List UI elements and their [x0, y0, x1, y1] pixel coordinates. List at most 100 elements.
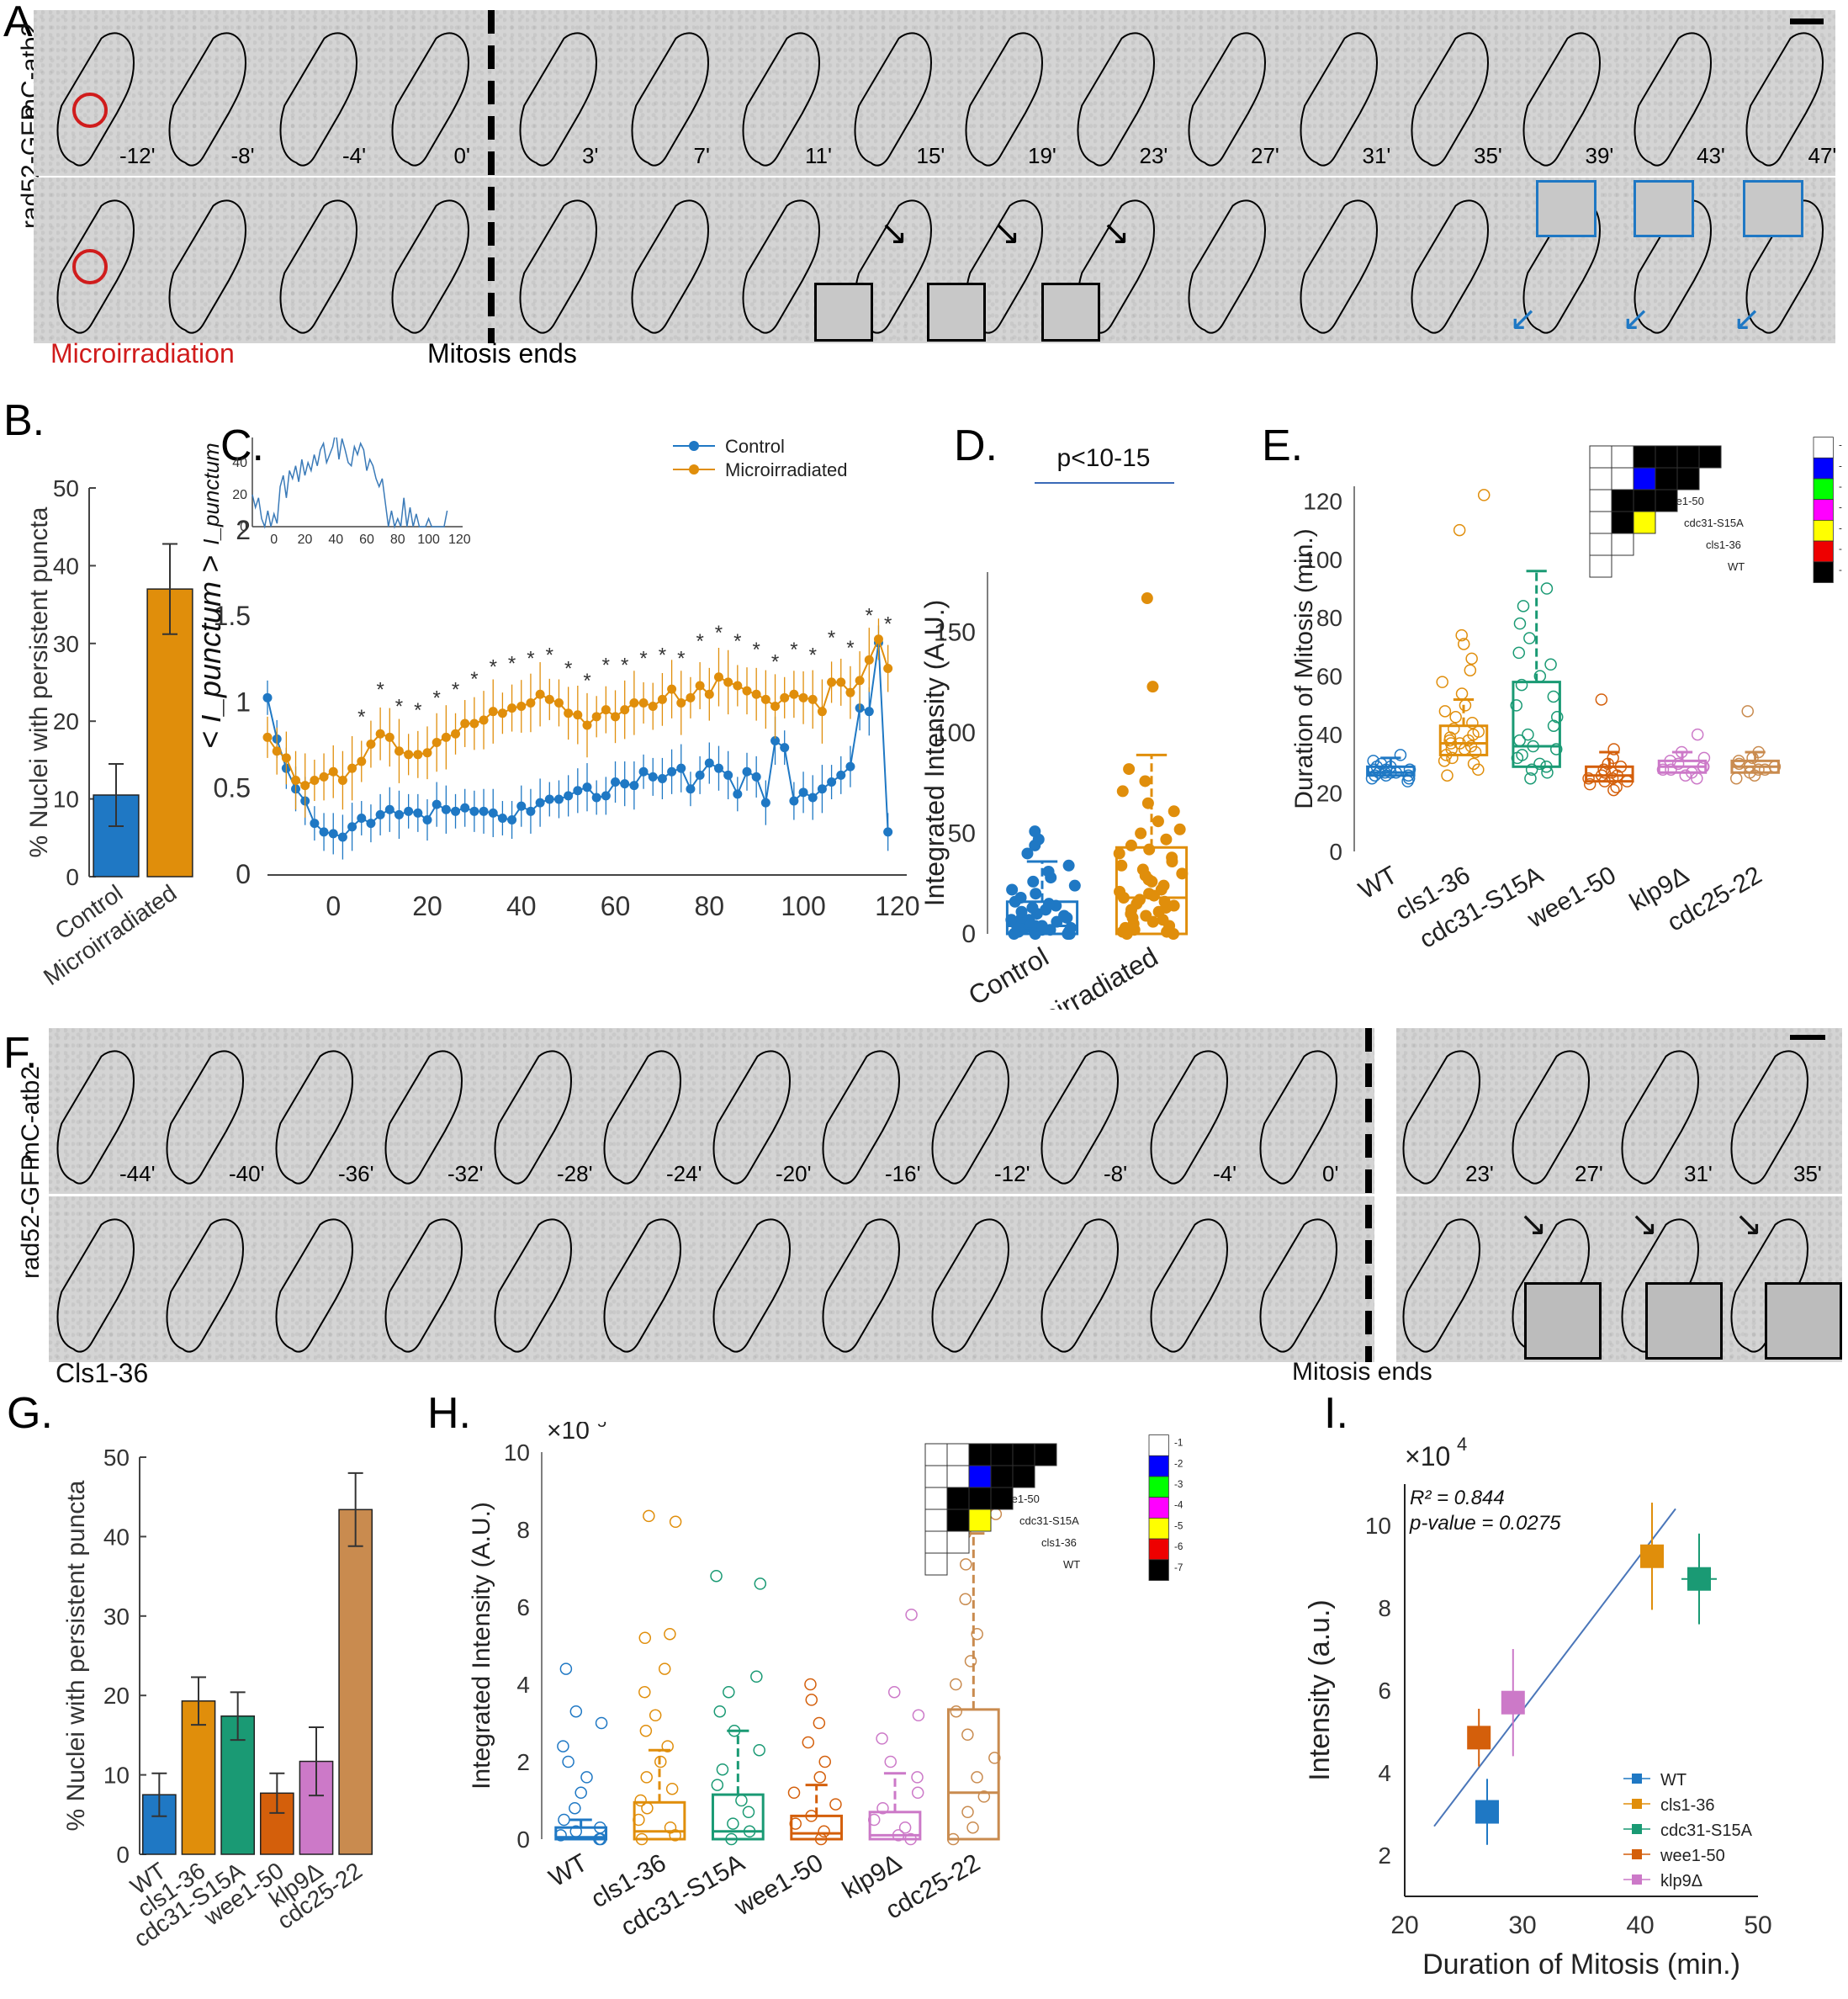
colorbar-label: -4 [1174, 1500, 1183, 1511]
data-point [573, 710, 583, 720]
data-point [989, 1508, 1003, 1520]
microscopy-cell [160, 1213, 252, 1360]
significance-star: * [733, 630, 741, 653]
data-point [864, 707, 874, 717]
data-point [1697, 751, 1711, 765]
cell-outline [1259, 1050, 1338, 1185]
microscopy-cell [513, 194, 606, 342]
data-point [580, 1771, 593, 1784]
data-point [760, 798, 770, 808]
data-point [1464, 664, 1477, 676]
data-point [802, 1736, 815, 1749]
time-label: 43' [1697, 143, 1725, 168]
microscopy-cell [50, 1045, 143, 1192]
data-point [1113, 847, 1125, 860]
data-point [1671, 757, 1685, 771]
cell-outline [56, 1218, 135, 1353]
microscopy-cell [736, 194, 829, 342]
microscopy-cell [379, 1213, 471, 1360]
inset-y-tick-label: 60 [232, 437, 247, 438]
legend-label: wee1-50 [1660, 1847, 1725, 1865]
data-point [634, 1794, 647, 1807]
colorbar-label: -3 [1839, 481, 1842, 492]
data-point [988, 1752, 1001, 1764]
data-point [641, 1801, 654, 1815]
time-label: -4' [342, 143, 367, 168]
data-point [319, 827, 329, 837]
data-point [798, 787, 808, 798]
data-point [966, 1821, 979, 1834]
y-tick-label: 6 [1378, 1678, 1391, 1704]
data-point [1146, 681, 1159, 693]
data-point [1064, 921, 1077, 934]
microscopy-cell [959, 27, 1051, 174]
y-tick-label: 100 [934, 719, 976, 747]
data-point [1168, 899, 1180, 912]
cell-outline [1300, 199, 1378, 334]
data-point [1135, 827, 1147, 840]
data-point [817, 784, 827, 794]
time-label: 3' [582, 143, 599, 168]
panel-f-mitosis-divider [1365, 1028, 1372, 1362]
data-point [686, 692, 696, 703]
data-point [657, 694, 667, 704]
matrix-cell [1611, 489, 1634, 512]
data-point [804, 1678, 817, 1691]
x-tick-label: 40 [506, 891, 537, 921]
x-tick-label: 20 [412, 891, 442, 921]
colorbar-label: -3 [1174, 1479, 1183, 1490]
data-point [798, 692, 808, 703]
data-point [479, 806, 489, 816]
y-tick-label: 0 [1329, 839, 1342, 865]
data-point [1115, 859, 1128, 872]
cell-outline [931, 1218, 1010, 1353]
cell-outline [391, 199, 469, 334]
data-point [1123, 763, 1136, 776]
time-label: 27' [1575, 1161, 1603, 1186]
cell-outline [519, 199, 598, 334]
cell-outline [854, 32, 932, 167]
cell-outline [279, 32, 358, 167]
matrix-cell [1012, 1443, 1035, 1466]
panel-g-chart: 01020304050WTcls1-36cdc31-S15Awee1-50klp… [62, 1445, 373, 1952]
legend-label: WT [1660, 1771, 1686, 1790]
microscopy-cell [1506, 1045, 1598, 1192]
data-point [559, 1662, 573, 1675]
microscopy-cell [625, 194, 717, 342]
data-point [733, 789, 743, 799]
data-point [404, 750, 414, 760]
microscopy-cell [925, 1213, 1018, 1360]
data-point [827, 677, 837, 687]
data-point [713, 672, 723, 682]
data-point [667, 684, 677, 694]
y-tick-label: 6 [516, 1594, 530, 1620]
data-point [1030, 888, 1042, 900]
microscopy-cell [273, 194, 366, 342]
data-point [553, 794, 564, 804]
matrix-cell [990, 1465, 1014, 1488]
matrix-cell [946, 1487, 970, 1510]
data-point [1152, 815, 1164, 828]
inset-x-tick-label: 60 [359, 533, 374, 547]
cell-outline [275, 1050, 354, 1185]
cell-outline [931, 1050, 1010, 1185]
inset-x-tick-label: 0 [270, 533, 278, 547]
matrix-cell [1655, 467, 1678, 490]
time-label: -28' [557, 1161, 593, 1186]
microscopy-cell [162, 27, 255, 174]
matrix-cell [1611, 511, 1634, 534]
data-point [262, 692, 273, 703]
data-point [451, 806, 461, 816]
data-point [710, 1569, 723, 1583]
cell-outline [631, 199, 709, 334]
matrix-cell [1676, 467, 1700, 490]
data-point [864, 655, 874, 665]
r-squared: R² = 0.844 [1410, 1487, 1505, 1509]
data-point [770, 702, 781, 712]
data-point [716, 1763, 729, 1776]
microscopy-cell [269, 1213, 362, 1360]
microscopy-cell [816, 1213, 908, 1360]
panel-e-chart: 020406080100120WTcls1-36cdc31-S15Awee1-5… [1290, 437, 1842, 954]
data-point [1550, 711, 1564, 724]
data-point [883, 827, 893, 837]
